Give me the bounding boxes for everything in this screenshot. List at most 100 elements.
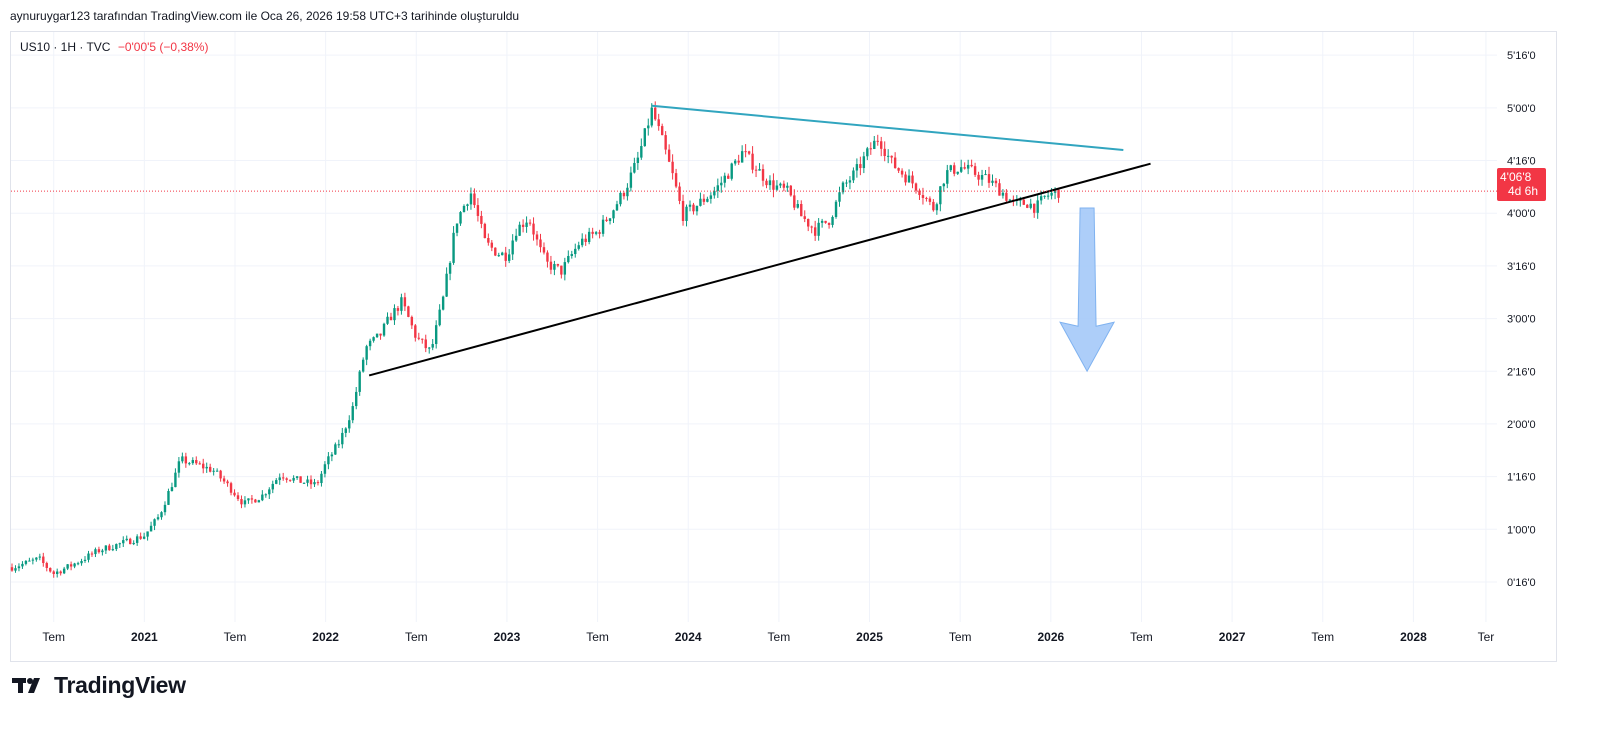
candle-body <box>1033 203 1036 213</box>
candle-body <box>601 219 605 234</box>
candle-body <box>167 490 170 505</box>
candle-body <box>852 170 855 181</box>
y-tick-label: 1'16'0 <box>1507 472 1536 484</box>
candle-body <box>699 198 702 206</box>
x-tick-label: 2022 <box>312 630 339 644</box>
candle-body <box>320 473 323 484</box>
candle-body <box>146 531 149 537</box>
candle-body <box>925 197 928 199</box>
price-change: −0'00'5 (−0,38%) <box>117 40 209 54</box>
candle-body <box>681 200 685 221</box>
candle-body <box>956 171 959 174</box>
candle-body <box>327 456 330 465</box>
candle-body <box>556 264 560 266</box>
candle-body <box>813 227 817 236</box>
candle-body <box>810 226 813 228</box>
candle-body <box>494 247 497 256</box>
candle-body <box>803 216 806 219</box>
candle-body <box>932 201 935 211</box>
candle-body <box>323 464 327 474</box>
candle-body <box>713 190 716 196</box>
x-tick-label: Tem <box>224 630 247 644</box>
candle-body <box>904 174 907 183</box>
candle-body <box>309 479 313 485</box>
candle-body <box>55 571 59 575</box>
candle-body <box>393 308 396 321</box>
candle-body <box>841 182 845 193</box>
candle-body <box>591 231 594 234</box>
candle-body <box>740 151 744 163</box>
candle-body <box>654 107 657 120</box>
candlestick-series <box>10 101 1060 578</box>
candle-body <box>285 478 288 480</box>
candle-body <box>10 567 14 571</box>
x-tick-label: 2026 <box>1037 630 1064 644</box>
candle-body <box>880 141 883 149</box>
candle-body <box>535 234 539 240</box>
candle-body <box>174 472 177 488</box>
candle-body <box>198 463 201 465</box>
candle-body <box>890 155 893 158</box>
candle-body <box>838 192 841 202</box>
candle-body <box>747 151 751 154</box>
x-tick-label: Ter <box>1478 630 1495 644</box>
candle-body <box>1043 195 1046 197</box>
candle-body <box>581 238 584 246</box>
candle-body <box>24 560 28 564</box>
y-tick-label: 1'00'0 <box>1507 524 1536 536</box>
candle-body <box>521 224 525 227</box>
candle-body <box>111 549 115 551</box>
candle-body <box>42 556 45 564</box>
candle-body <box>459 212 462 224</box>
chart-frame <box>10 31 1557 662</box>
candle-body <box>869 148 872 150</box>
candle-body <box>132 542 135 545</box>
candle-body <box>163 504 167 513</box>
symbol-info[interactable]: US10 · 1H · TVC −0'00'5 (−0,38%) <box>20 40 208 54</box>
candle-body <box>181 456 184 462</box>
candle-body <box>215 470 219 472</box>
candle-body <box>414 325 417 338</box>
candle-body <box>122 540 125 544</box>
candle-body <box>640 146 643 158</box>
candle-body <box>208 466 212 472</box>
candle-body <box>587 231 591 243</box>
candle-body <box>553 264 556 270</box>
candle-body <box>299 476 302 483</box>
candle-body <box>243 500 247 505</box>
tradingview-logo[interactable]: TradingView <box>12 672 186 699</box>
candle-body <box>643 128 646 147</box>
y-tick-label: 4'16'0 <box>1507 156 1536 168</box>
candle-body <box>615 204 619 211</box>
candle-body <box>240 499 243 505</box>
candle-body <box>83 559 87 562</box>
candle-body <box>1001 192 1005 196</box>
candle-body <box>946 170 949 184</box>
candle-body <box>772 180 775 190</box>
candle-body <box>428 347 431 349</box>
candle-body <box>94 549 97 555</box>
candle-body <box>622 192 626 197</box>
candle-body <box>389 316 393 321</box>
candle-body <box>716 185 720 191</box>
candle-body <box>1050 192 1053 196</box>
candle-body <box>629 172 633 188</box>
candle-body <box>188 463 191 465</box>
candle-body <box>817 222 820 236</box>
candle-body <box>723 175 726 183</box>
candle-body <box>782 183 786 188</box>
candle-body <box>765 180 768 186</box>
candle-body <box>528 222 532 224</box>
candle-body <box>76 563 80 565</box>
candle-body <box>487 238 490 243</box>
candle-body <box>514 235 518 241</box>
tradingview-logo-icon <box>12 677 40 693</box>
candle-body <box>1039 196 1043 201</box>
y-tick-label: 2'00'0 <box>1507 419 1536 431</box>
candle-body <box>59 571 62 574</box>
x-tick-label: 2025 <box>856 630 883 644</box>
candle-body <box>667 149 671 162</box>
candle-body <box>351 406 354 421</box>
candle-body <box>507 254 511 261</box>
